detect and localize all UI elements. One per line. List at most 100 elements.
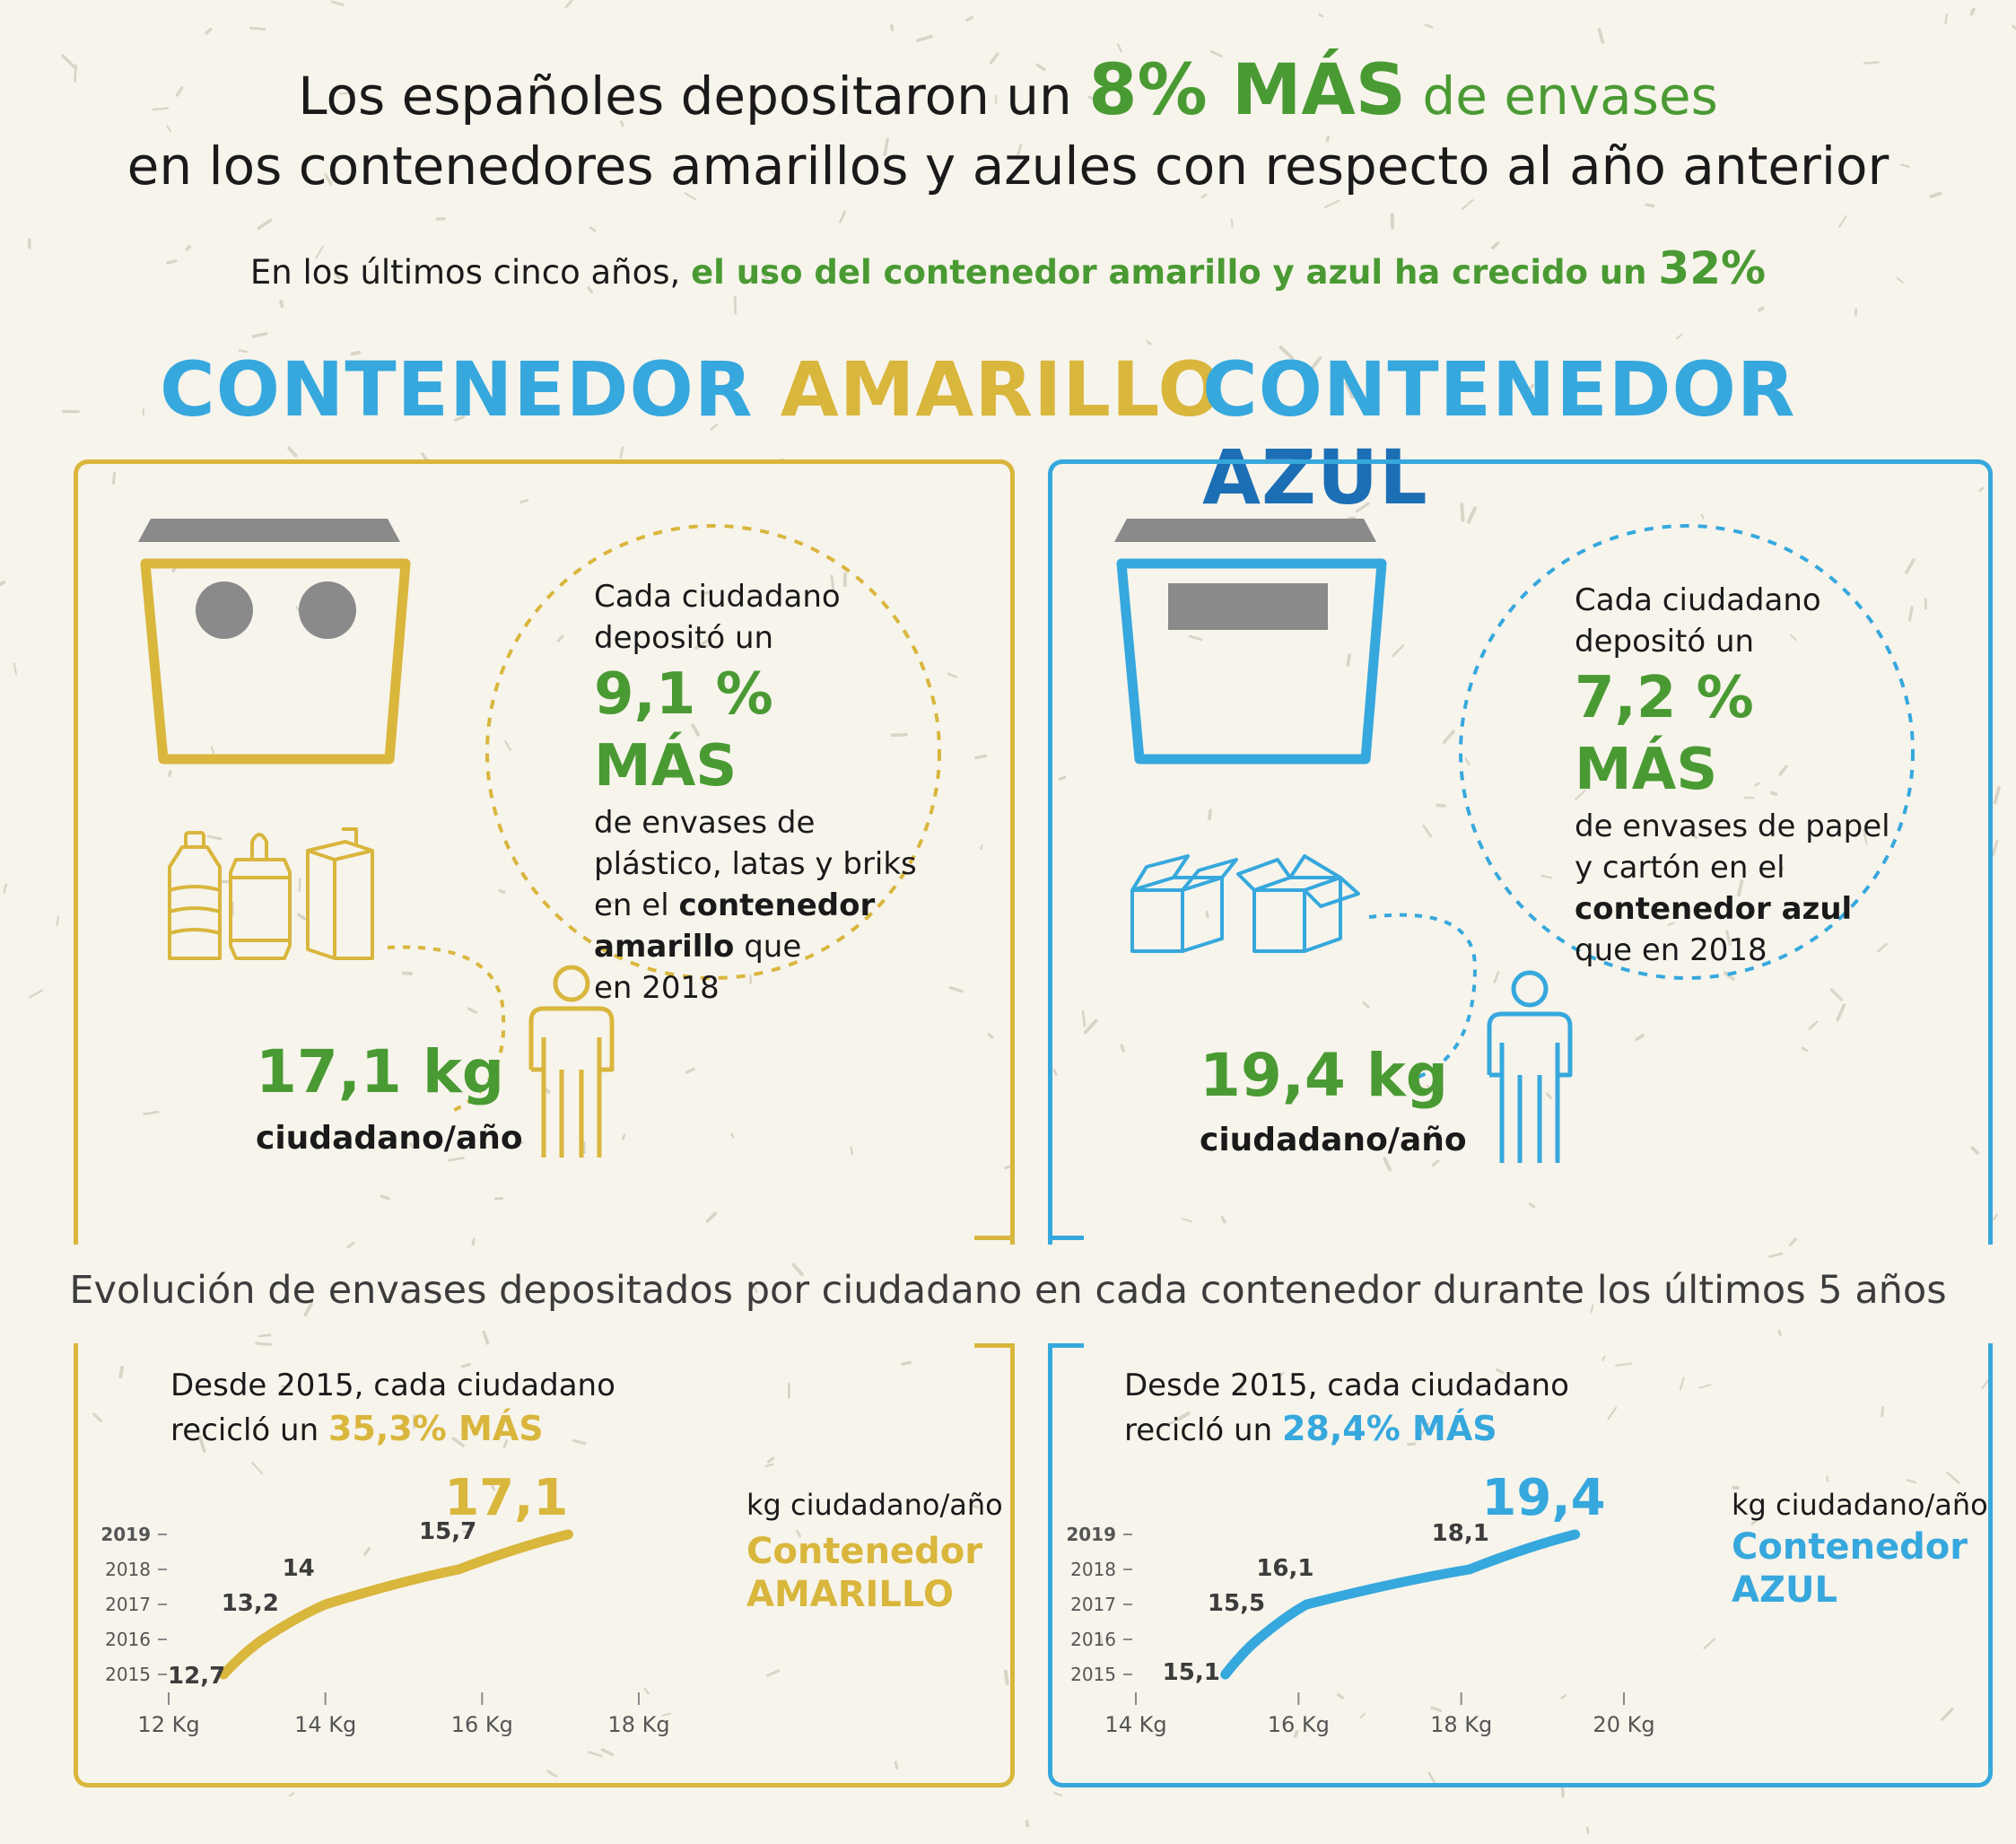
y-tick-label: 2017	[1070, 1594, 1116, 1615]
y-tick-label: 2019	[1066, 1524, 1116, 1545]
paper-speckle	[462, 1530, 470, 1534]
paper-speckle	[143, 1110, 160, 1115]
y-tick-label: 2015	[105, 1664, 151, 1685]
paper-speckle	[346, 1241, 355, 1249]
paper-speckle	[504, 740, 511, 751]
paper-speckle	[1419, 1422, 1430, 1436]
yellow-title-b: AMARILLO	[780, 345, 1223, 433]
paper-speckle	[1287, 492, 1298, 498]
paper-speckle	[74, 64, 77, 83]
data-label: 15,5	[1208, 1590, 1265, 1617]
paper-speckle	[315, 245, 324, 259]
paper-speckle	[619, 446, 624, 459]
blue-intro-l2a: recicló un	[1124, 1412, 1282, 1448]
paper-speckle	[1084, 1018, 1098, 1035]
evolution-title: Evolución de envases depositados por ciu…	[69, 1268, 1947, 1313]
data-label: 13,2	[222, 1590, 279, 1617]
paper-speckle	[544, 1088, 551, 1095]
paper-speckle	[1015, 144, 1023, 161]
yellow-intro-l1: Desde 2015, cada ciudadano	[170, 1368, 615, 1403]
paper-speckle	[1829, 988, 1843, 1001]
yellow-person-icon	[528, 965, 615, 1158]
paper-speckle	[1703, 1638, 1716, 1650]
yellow-intro-l2a: recicló un	[170, 1412, 328, 1448]
paper-speckle	[1877, 942, 1888, 953]
data-label: 16,1	[1256, 1555, 1313, 1582]
paper-speckle	[1383, 1157, 1392, 1172]
yellow-title-a: CONTENEDOR	[160, 345, 781, 433]
paper-speckle	[363, 1547, 371, 1556]
paper-speckle	[1700, 513, 1705, 520]
paper-speckle	[894, 1761, 899, 1770]
yellow-connector-line	[387, 945, 506, 1114]
paper-speckle	[185, 244, 191, 251]
yellow-chart-svg: 2015 2016 2017 2018 2019 12 Kg 14 Kg 16 Kg 18 Kg…	[100, 1469, 669, 1737]
paper-speckle	[338, 91, 357, 95]
paper-speckle	[588, 1751, 603, 1758]
paper-speckle	[890, 23, 895, 31]
final-value-label: 17,1	[444, 1469, 568, 1527]
paper-speckle	[1906, 1479, 1917, 1484]
paper-speckle	[1838, 214, 1847, 228]
yellow-kg-sub: ciudadano/año	[256, 1120, 523, 1157]
yellow-panel-bottom-tick	[974, 1343, 1010, 1348]
paper-speckle	[471, 1237, 476, 1246]
blue-series-name-2: AZUL	[1732, 1569, 1837, 1611]
paper-speckle	[1045, 411, 1052, 415]
paper-speckle	[587, 285, 594, 294]
paper-speckle	[684, 192, 697, 201]
yellow-circle-l5: en el contenedor	[594, 885, 917, 926]
paper-speckle	[380, 1194, 390, 1201]
paper-speckle	[251, 1462, 264, 1475]
paper-speckle	[987, 1032, 994, 1039]
paper-speckle	[765, 165, 775, 175]
paper-speckle	[1181, 1218, 1193, 1223]
paper-speckle	[1175, 1411, 1191, 1422]
paper-speckle	[1426, 1084, 1432, 1091]
paper-speckle	[1991, 840, 1999, 857]
blue-panel-bottom	[1048, 1343, 1993, 1787]
paper-speckle	[175, 86, 184, 97]
paper-speckle	[1208, 808, 1212, 821]
x-tick-label: 16 Kg	[451, 1712, 513, 1737]
yellow-container-icon	[138, 519, 411, 765]
paper-speckle	[1318, 13, 1324, 18]
paper-speckle	[29, 989, 44, 999]
paper-speckle	[1590, 1304, 1594, 1314]
blue-panel-bottom-tick	[1048, 1343, 1084, 1348]
paper-speckle	[691, 723, 701, 737]
data-label: 18,1	[1432, 1520, 1489, 1547]
subheadline-b: el uso del contenedor amarillo y azul ha…	[691, 253, 1659, 292]
blue-chart-series-name: Contenedor AZUL	[1732, 1525, 1968, 1612]
paper-speckle	[1545, 1092, 1553, 1100]
paper-speckle	[1788, 1237, 1797, 1246]
paper-speckle	[1750, 1516, 1760, 1525]
blue-intro-l2: recicló un 28,4% MÁS	[1124, 1407, 1569, 1452]
paper-speckle	[1929, 191, 1942, 198]
blue-dashed-circle	[1459, 524, 1915, 980]
paper-speckle	[970, 1504, 980, 1509]
paper-speckle	[1430, 1706, 1443, 1712]
blue-chart-svg: 2015 2016 2017 2018 2019 14 Kg 16 Kg 18 Kg 20 Kg…	[1066, 1469, 1654, 1737]
paper-speckle	[751, 1282, 758, 1293]
paper-speckle	[451, 1437, 466, 1447]
paper-speckle	[556, 634, 564, 642]
paper-speckle	[1279, 1371, 1285, 1378]
paper-speckle	[498, 888, 506, 894]
paper-speckle	[1362, 1001, 1370, 1009]
yellow-panel-tick	[974, 1236, 1010, 1240]
data-label: 12,7	[168, 1663, 225, 1690]
paper-speckle	[1900, 163, 1910, 169]
yellow-chart-unit: kg ciudadano/año	[746, 1488, 1003, 1522]
y-tick-label: 2019	[100, 1524, 151, 1545]
paper-speckle	[694, 638, 711, 651]
blue-container-icon	[1114, 519, 1387, 765]
blue-panel-top	[1048, 459, 1993, 1245]
x-tick-label: 18 Kg	[1430, 1712, 1492, 1737]
yellow-series-name-1: Contenedor	[746, 1531, 983, 1572]
paper-speckle	[1597, 27, 1605, 44]
x-tick-label: 14 Kg	[294, 1712, 356, 1737]
paper-speckle	[764, 1463, 774, 1468]
paper-speckle	[1310, 356, 1322, 371]
paper-speckle	[1754, 782, 1760, 787]
